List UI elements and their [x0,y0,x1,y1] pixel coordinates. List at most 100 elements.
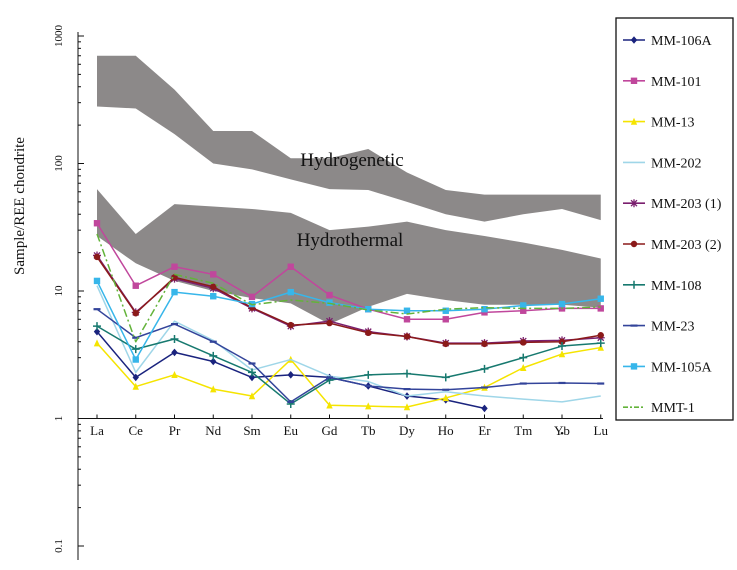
legend-label: MM-108 [651,279,702,294]
data-point [171,263,178,270]
series-layer [93,220,605,413]
series-line-mm-108 [96,325,601,405]
x-tick-label-gd: Gd [322,423,338,438]
series-line-mm-23 [96,308,601,403]
series-line-mm-106a [96,331,485,410]
data-point [287,321,294,329]
data-point [326,401,333,409]
legend-item-mm-106a: MM-106A [623,34,713,49]
legend-swatch-marker [630,199,638,208]
legend-swatch-marker [630,240,638,248]
series-line-mm-101 [96,222,601,321]
y-tick-label-100: 100 [53,155,65,172]
legend: MM-106A MM-101 MM-13 MM-202 MM-203 (1) MM-203… [615,17,734,421]
x-tick-label-dy: Dy [399,423,415,438]
data-point [558,342,566,351]
data-point [597,332,604,339]
data-point [170,335,179,344]
data-point [365,305,372,313]
series-line-mm-202 [96,285,601,403]
data-point [248,373,256,382]
data-point [171,288,178,296]
x-ticks: La Ce Pr Nd Sm Eu Gd Tb Dy Ho Er Tm Yb Lu [90,414,609,438]
data-point [520,302,527,309]
region-label-hydrothermal: Hydrothermal [297,230,404,251]
data-point [287,263,294,270]
axes [77,32,603,560]
data-point [209,351,218,360]
legend-swatch-marker [630,77,638,84]
legend-swatch-marker [630,117,638,125]
x-tick-label-ho: Ho [438,423,454,438]
legend-label: MM-203 (1) [651,197,722,212]
x-tick-label-tb: Tb [361,423,375,438]
data-point [171,348,178,357]
legend-swatch-marker [630,36,638,44]
data-point [519,353,528,362]
data-point [597,305,604,312]
data-point [132,282,139,289]
legend-label: MM-202 [651,156,702,171]
legend-label: MM-203 (2) [651,238,722,253]
data-point [403,403,411,411]
x-tick-label-ce: Ce [129,423,144,438]
data-point [442,307,449,314]
legend-item-mm-23: MM-23 [623,320,695,335]
data-point [93,253,101,261]
data-point [442,394,449,402]
legend-label: MM-101 [651,75,702,90]
data-point [171,371,178,379]
x-tick-label-er: Er [478,423,491,438]
x-tick-label-yb: Yb [554,423,570,438]
data-point [210,293,217,300]
data-point [132,382,139,390]
data-point [132,373,139,382]
data-point [520,339,527,346]
region-hydrothermal [97,189,601,325]
x-tick-label-lu: Lu [594,423,609,438]
legend-item-mmt-1: MMT-1 [623,401,695,416]
legend-item-mm-13: MM-13 [623,116,695,131]
series-mm-108 [93,322,605,408]
data-point [597,295,604,302]
data-point [403,333,411,340]
y-tick-label-1000: 1000 [53,25,65,48]
region-labels: Hydrogenetic Hydrothermal [297,150,404,251]
data-point [248,368,256,377]
data-point [210,271,217,278]
y-tick-label-10: 10 [53,285,65,297]
data-point [248,293,256,301]
series-line-mmt-1 [96,233,601,343]
data-point [365,329,372,337]
series-mm-202 [96,285,601,403]
y-tick-label-0-1: 0.1 [53,539,65,553]
region-label-hydrogenetic: Hydrogenetic [300,150,403,171]
data-point [326,291,333,299]
data-point [287,371,294,379]
legend-item-mm-105a: MM-105A [623,360,713,375]
x-tick-label-la: La [90,423,104,438]
legend-item-mm-108: MM-108 [623,279,702,294]
data-point [171,274,178,281]
stray-dot-mark: • [560,428,564,440]
data-point [93,220,101,227]
legend-item-mm-202: MM-202 [623,156,702,171]
data-point [93,339,101,347]
series-mmt-1 [96,233,601,343]
data-point [365,402,372,410]
data-point [480,364,489,373]
data-point [481,340,488,348]
legend-label: MM-23 [651,320,695,335]
data-point [558,350,566,358]
data-point [520,307,527,314]
data-point [210,357,217,366]
legend-swatch-marker [630,280,638,289]
series-line-mm-203-2 [96,256,601,345]
legend-item-mm-101: MM-101 [623,75,702,90]
data-point [93,322,101,331]
data-point [442,340,449,348]
series-mm-106a [93,327,488,413]
data-point [210,283,217,290]
data-point [403,316,411,323]
x-tick-label-nd: Nd [205,423,221,438]
